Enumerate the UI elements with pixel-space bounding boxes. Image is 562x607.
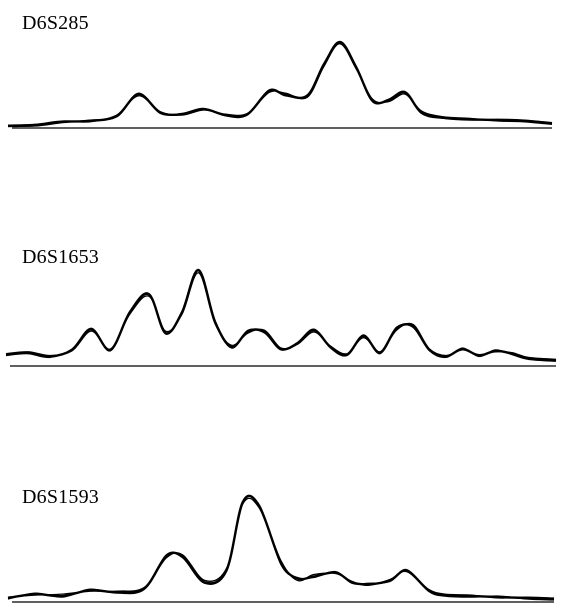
chart-panel-d6s1653: D6S1653 xyxy=(5,246,557,367)
trace-plot xyxy=(5,268,557,367)
trace-series-2 xyxy=(7,495,555,601)
trace-series-2 xyxy=(5,270,557,362)
chart-title: D6S285 xyxy=(22,12,89,34)
trace-plot xyxy=(7,40,553,129)
trace-series-0 xyxy=(7,494,555,601)
trace-series-2 xyxy=(7,42,553,127)
chart-title: D6S1593 xyxy=(22,486,99,508)
chart-panel-d6s285: D6S285 xyxy=(0,0,562,170)
chart-title: D6S1653 xyxy=(22,246,99,268)
trace-series-1 xyxy=(7,497,555,599)
